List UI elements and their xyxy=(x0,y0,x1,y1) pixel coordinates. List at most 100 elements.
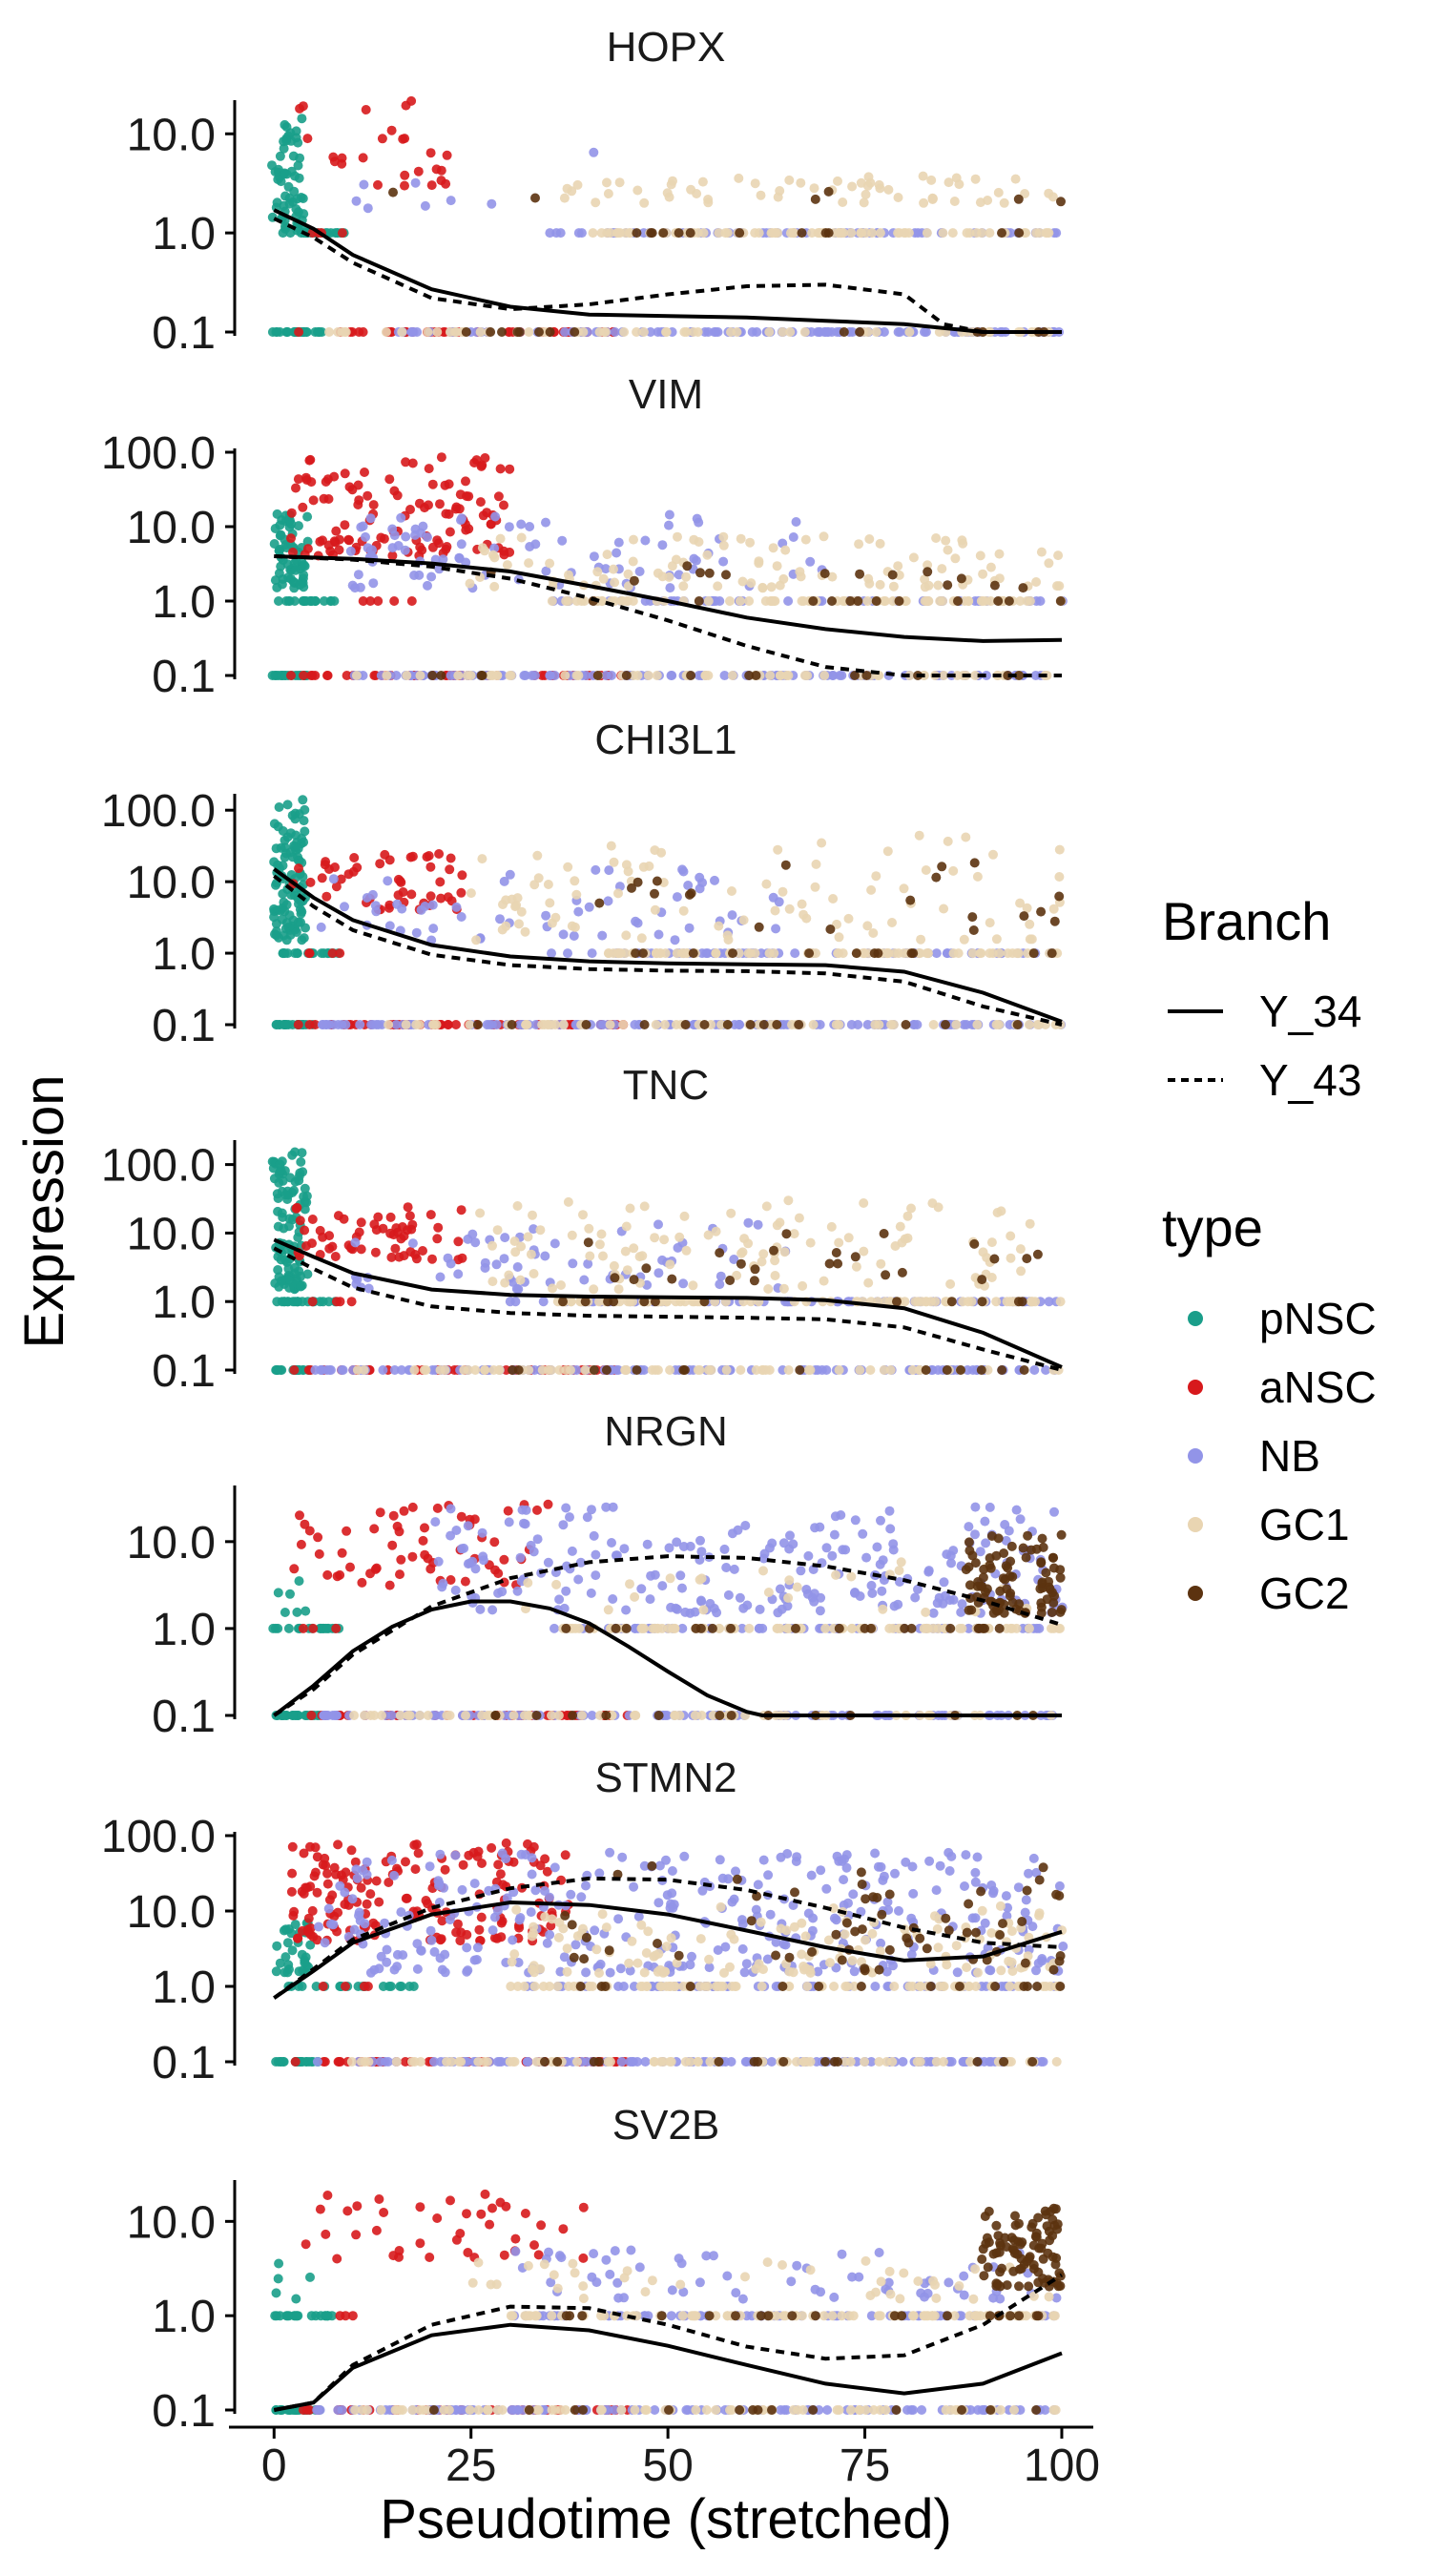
data-point-gc1 xyxy=(702,550,713,560)
data-point-gc2 xyxy=(639,1297,650,1307)
data-point-gc1 xyxy=(668,176,677,186)
data-point-nb xyxy=(980,1918,990,1928)
data-point-nb xyxy=(753,1880,763,1890)
data-point-nb xyxy=(607,671,616,680)
data-point-gc2 xyxy=(685,1982,695,1991)
y-tick-label: 100.0 xyxy=(101,1812,216,1862)
data-point-gc2 xyxy=(1036,906,1047,917)
data-point-gc1 xyxy=(817,838,827,848)
data-point-gc2 xyxy=(1055,596,1066,606)
data-point-gc1 xyxy=(735,596,745,606)
data-point-gc2 xyxy=(819,569,830,579)
data-point-gc2 xyxy=(531,1711,542,1720)
data-point-nb xyxy=(584,902,594,912)
data-point-nb xyxy=(960,1881,969,1891)
data-point-gc1 xyxy=(649,1951,659,1962)
data-point-pnsc xyxy=(378,1982,388,1991)
data-point-gc1 xyxy=(571,671,582,680)
data-point-gc1 xyxy=(501,921,511,931)
data-point-gc2 xyxy=(923,567,933,577)
data-point-ansc xyxy=(426,180,437,191)
data-point-gc1 xyxy=(797,899,807,909)
data-point-gc1 xyxy=(558,1020,569,1029)
data-point-ansc xyxy=(368,500,379,510)
data-point-gc1 xyxy=(887,2057,898,2067)
data-point-gc1 xyxy=(661,1942,672,1952)
data-point-gc1 xyxy=(779,1247,790,1257)
data-point-nb xyxy=(427,900,438,910)
data-point-gc2 xyxy=(621,1623,632,1633)
data-point-nb xyxy=(805,556,816,567)
data-point-gc1 xyxy=(1021,228,1031,239)
data-point-pnsc xyxy=(281,596,292,606)
data-point-ansc xyxy=(304,1020,315,1029)
data-point-gc1 xyxy=(601,1922,612,1933)
data-point-gc1 xyxy=(560,671,570,680)
data-point-nb xyxy=(613,1914,624,1924)
data-point-ansc xyxy=(384,903,394,913)
data-point-gc1 xyxy=(929,1911,940,1922)
data-point-gc2 xyxy=(1022,1254,1032,1264)
data-point-nb xyxy=(1058,1942,1068,1951)
data-point-gc2 xyxy=(753,2057,763,2067)
data-point-ansc xyxy=(295,1510,304,1521)
data-point-ansc xyxy=(342,1526,352,1536)
data-point-gc2 xyxy=(558,1297,568,1307)
data-point-gc1 xyxy=(837,228,847,239)
data-point-nb xyxy=(771,1937,781,1947)
facet-title: CHI3L1 xyxy=(594,717,736,763)
data-point-ansc xyxy=(425,862,436,872)
data-point-nb xyxy=(847,327,858,337)
data-point-gc2 xyxy=(1007,1597,1018,1608)
data-point-gc2 xyxy=(534,327,544,337)
data-point-ansc xyxy=(453,1255,464,1265)
data-point-nb xyxy=(646,1570,656,1581)
data-point-nb xyxy=(587,948,597,959)
data-point-gc1 xyxy=(1047,192,1058,202)
data-point-gc1 xyxy=(950,553,961,564)
data-point-nb xyxy=(328,1920,339,1930)
data-point-gc1 xyxy=(796,177,806,188)
data-point-gc1 xyxy=(711,1226,721,1236)
data-point-gc1 xyxy=(665,1573,675,1584)
data-point-pnsc xyxy=(273,2057,283,2067)
data-point-pnsc xyxy=(285,828,296,839)
data-point-gc1 xyxy=(625,1203,635,1214)
data-point-ansc xyxy=(290,2057,301,2067)
data-point-nb xyxy=(437,1582,447,1592)
data-point-gc1 xyxy=(1053,1623,1064,1633)
data-point-gc2 xyxy=(976,1365,986,1375)
data-point-nb xyxy=(340,902,349,912)
data-point-nb xyxy=(355,1020,365,1029)
data-point-ansc xyxy=(451,1927,462,1938)
data-point-nb xyxy=(363,543,373,553)
data-point-gc1 xyxy=(834,932,844,943)
data-point-nb xyxy=(545,228,555,239)
data-point-nb xyxy=(505,869,515,880)
data-point-gc1 xyxy=(773,844,783,855)
data-point-ansc xyxy=(345,1562,355,1572)
data-point-nb xyxy=(457,1884,467,1895)
data-point-gc1 xyxy=(674,1232,685,1242)
data-point-nb xyxy=(496,2057,507,2067)
data-point-nb xyxy=(412,1939,423,1949)
data-point-nb xyxy=(774,897,784,907)
data-point-gc2 xyxy=(658,228,669,239)
data-point-nb xyxy=(354,1907,364,1918)
data-point-nb xyxy=(684,923,695,933)
data-point-nb xyxy=(386,1711,397,1720)
data-point-gc2 xyxy=(850,1252,861,1262)
data-point-ansc xyxy=(477,460,487,470)
data-point-gc1 xyxy=(947,228,958,239)
data-point-nb xyxy=(716,1271,726,1281)
data-point-nb xyxy=(645,327,655,337)
data-point-ansc xyxy=(312,1935,322,1945)
data-point-nb xyxy=(469,1879,480,1889)
data-point-ansc xyxy=(393,890,404,901)
data-point-gc2 xyxy=(900,1623,910,1633)
facet-title: TNC xyxy=(623,1062,709,1109)
data-point-gc1 xyxy=(871,871,881,882)
data-point-nb xyxy=(345,546,356,556)
data-point-ansc xyxy=(305,1841,315,1852)
